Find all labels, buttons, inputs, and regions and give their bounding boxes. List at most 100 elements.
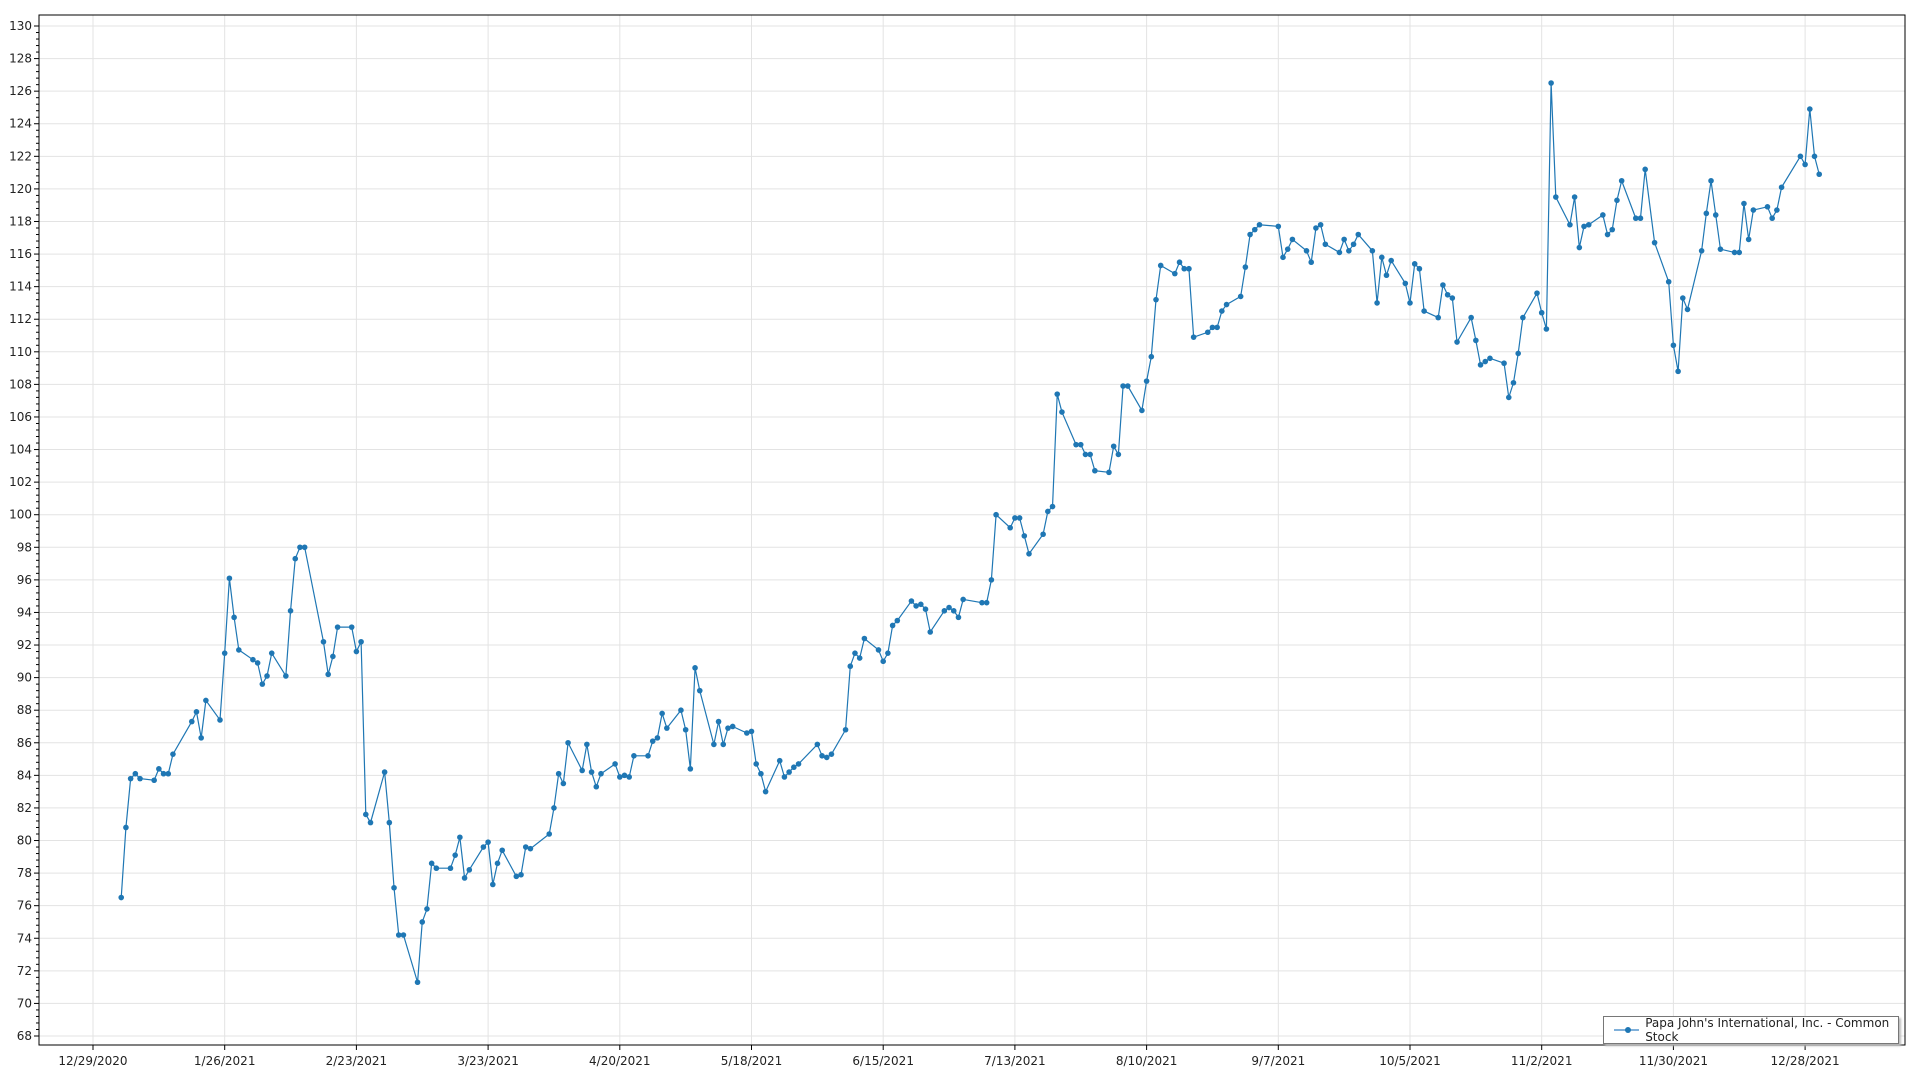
data-point	[626, 774, 633, 780]
data-point	[1073, 441, 1079, 448]
data-point	[720, 741, 727, 748]
data-point	[1407, 300, 1413, 306]
y-tick-label: 98	[17, 540, 32, 554]
data-point	[1280, 254, 1286, 261]
data-point	[1077, 441, 1084, 448]
data-point	[1553, 194, 1559, 200]
data-point	[1007, 524, 1013, 531]
data-point	[348, 624, 355, 630]
data-point	[221, 650, 228, 656]
data-point	[367, 819, 374, 826]
data-point	[198, 735, 204, 741]
data-point	[1242, 264, 1249, 270]
axes: 68 70 72 74 76 78 80 82 84 86 88 90 92 94 96 98 100 102 10…	[9, 14, 1906, 1068]
data-point	[1515, 350, 1521, 357]
data-point	[236, 647, 242, 653]
data-point	[1449, 295, 1456, 301]
data-point	[1510, 379, 1517, 386]
data-point	[1045, 508, 1051, 515]
data-point	[617, 774, 623, 780]
data-point	[461, 875, 468, 881]
x-tick-label: 7/13/2021	[984, 1054, 1046, 1068]
data-point	[1454, 339, 1460, 345]
data-point	[1308, 259, 1315, 266]
data-point	[325, 671, 331, 678]
data-point	[1632, 215, 1639, 222]
data-point	[654, 735, 661, 741]
data-point	[1736, 249, 1743, 256]
data-point	[457, 834, 463, 841]
data-point	[715, 718, 722, 725]
data-point	[1435, 314, 1442, 321]
data-point	[1411, 261, 1418, 267]
data-point	[254, 660, 261, 666]
data-point	[203, 697, 209, 704]
data-point	[1157, 262, 1164, 269]
y-tick-label: 92	[17, 638, 32, 652]
data-point	[1571, 194, 1578, 200]
y-tick-label: 122	[9, 149, 32, 163]
x-tick-label: 8/10/2021	[1116, 1054, 1178, 1068]
data-point	[1143, 378, 1150, 384]
data-point	[885, 650, 891, 656]
y-tick-label: 118	[9, 214, 32, 228]
data-point	[579, 767, 585, 774]
data-point	[1317, 221, 1324, 228]
y-tick-label: 82	[17, 801, 32, 815]
data-point	[584, 741, 590, 748]
data-point	[1538, 309, 1545, 316]
x-tick-label: 5/18/2021	[721, 1054, 783, 1068]
y-tick-label: 116	[9, 247, 32, 261]
data-point	[1665, 278, 1672, 285]
data-point	[922, 606, 929, 612]
data-point	[946, 604, 952, 611]
data-point	[428, 860, 435, 867]
data-point	[1350, 241, 1357, 248]
data-point	[1604, 231, 1611, 238]
series	[118, 80, 1823, 986]
data-point	[424, 906, 430, 912]
data-point	[259, 681, 266, 687]
data-point	[165, 770, 172, 777]
data-point	[1054, 391, 1061, 397]
data-point	[842, 726, 849, 733]
y-tick-label: 94	[17, 605, 32, 619]
data-point	[1303, 248, 1310, 254]
data-point	[1087, 451, 1093, 458]
data-point	[1148, 353, 1155, 360]
data-point	[748, 728, 755, 735]
data-point	[588, 769, 595, 775]
data-point	[490, 881, 496, 888]
data-point	[918, 601, 924, 608]
y-tick-label: 70	[17, 996, 32, 1010]
data-point	[527, 845, 534, 852]
data-point	[193, 709, 200, 715]
data-point	[127, 775, 134, 782]
data-point	[226, 575, 233, 582]
data-point	[363, 811, 369, 818]
data-point	[1139, 407, 1145, 414]
data-point	[1247, 231, 1253, 238]
data-point	[786, 769, 792, 775]
data-point	[1172, 270, 1178, 277]
data-point	[1378, 254, 1385, 261]
data-point	[1778, 184, 1785, 191]
data-point	[1209, 324, 1216, 331]
y-tick-label: 128	[9, 52, 32, 66]
data-point	[522, 844, 529, 850]
x-tick-label: 12/28/2021	[1771, 1054, 1840, 1068]
data-point	[1416, 265, 1423, 272]
data-point	[1059, 409, 1065, 415]
data-point	[1383, 272, 1390, 279]
data-point	[1223, 301, 1230, 308]
data-point	[593, 783, 600, 790]
y-tick-label: 102	[9, 475, 32, 489]
data-point	[814, 741, 821, 748]
data-point	[1402, 280, 1409, 287]
data-point	[1731, 249, 1738, 256]
data-point	[791, 764, 797, 771]
data-point	[1176, 259, 1183, 266]
data-point	[358, 638, 364, 645]
data-point	[1797, 153, 1804, 160]
